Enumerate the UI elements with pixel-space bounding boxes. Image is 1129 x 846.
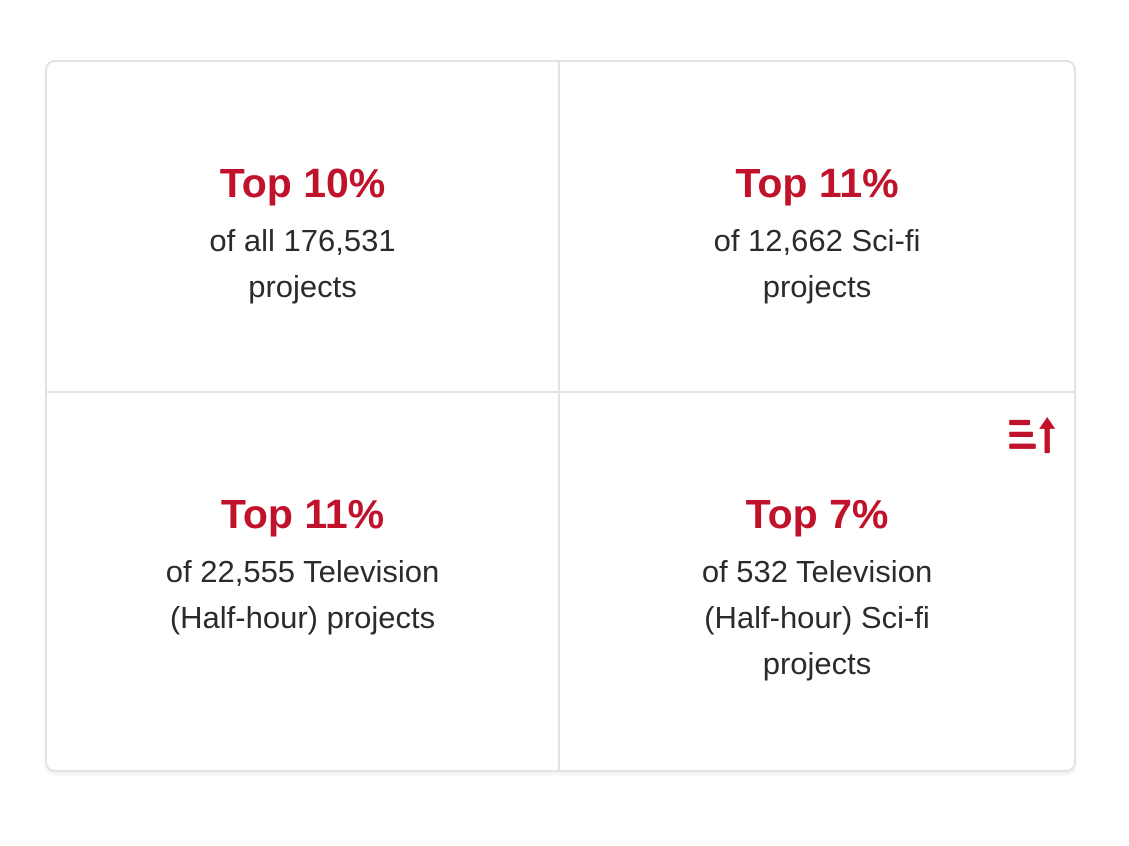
description-line: projects [762,646,872,682]
percentile-description: of all 176,531 projects [93,218,513,310]
percentile-description: of 532 Television (Half-hour) Sci-fi pro… [607,549,1027,687]
description-line: (Half-hour) Sci-fi [704,600,930,636]
description-line: projects [762,269,872,305]
sort-ascending-button[interactable] [1009,416,1057,456]
stat-card-tv-half-hour-sci-fi: Top 7% of 532 Television (Half-hour) Sci… [560,393,1074,770]
description-line: of 22,555 Television [165,554,440,590]
stat-card-all-projects: Top 10% of all 176,531 projects [47,62,560,393]
sort-ascending-icon [1009,417,1057,455]
stat-card-tv-half-hour: Top 11% of 22,555 Television (Half-hour)… [47,393,560,770]
percentile-value: Top 7% [745,491,889,537]
percentile-value: Top 11% [220,491,385,537]
description-line: (Half-hour) projects [169,600,436,636]
percentile-value: Top 10% [219,160,386,206]
description-line: of all 176,531 [209,223,396,259]
percentile-description: of 12,662 Sci-fi projects [607,218,1027,310]
percentile-stats-grid: Top 10% of all 176,531 projects Top 11% … [45,60,1076,772]
description-line: projects [248,269,357,305]
percentile-description: of 22,555 Television (Half-hour) project… [93,549,513,641]
stat-card-sci-fi: Top 11% of 12,662 Sci-fi projects [560,62,1074,393]
percentile-value: Top 11% [735,160,899,206]
description-line: of 12,662 Sci-fi [713,223,921,259]
description-line: of 532 Television [701,554,933,590]
